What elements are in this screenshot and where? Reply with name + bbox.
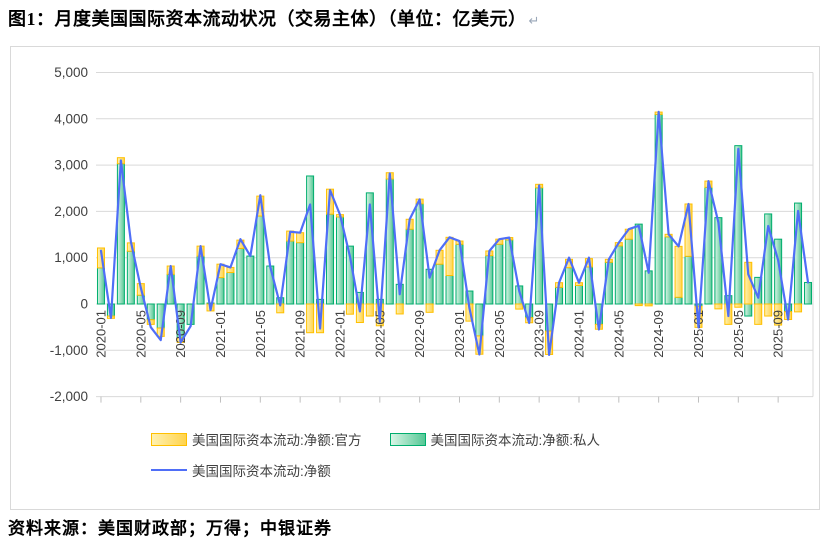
- svg-text:2024-09: 2024-09: [651, 310, 666, 358]
- chart-plot-area: 5,000 4,000 3,000 2,000 1,000 0 -1,000 -2,000 20…: [50, 65, 814, 404]
- legend-label-official: 美国国际资本流动:净额:官方: [192, 433, 362, 448]
- net-line-swatch-icon: [151, 469, 187, 471]
- net-line: [99, 110, 810, 357]
- svg-text:2022-01: 2022-01: [332, 310, 347, 358]
- svg-text:2021-01: 2021-01: [213, 310, 228, 358]
- bar-private: [216, 277, 225, 305]
- svg-text:2025-01: 2025-01: [691, 310, 706, 358]
- bar-private: [226, 272, 235, 305]
- bar-official: [395, 303, 404, 315]
- bar-official: [515, 303, 524, 310]
- bar-private: [624, 238, 633, 305]
- bar-official: [644, 303, 653, 307]
- svg-text:1,000: 1,000: [54, 250, 88, 265]
- svg-text:2020-05: 2020-05: [133, 310, 148, 358]
- bar-private: [246, 255, 255, 305]
- bar-official: [445, 236, 454, 277]
- bar-private: [296, 242, 305, 305]
- legend-item-net[interactable]: 美国国际资本流动:净额: [151, 460, 331, 480]
- bar-official: [296, 232, 305, 244]
- svg-text:2022-09: 2022-09: [412, 310, 427, 358]
- bar-official: [774, 303, 783, 326]
- bar-private: [435, 263, 444, 305]
- bar-private: [674, 296, 683, 305]
- chart-frame: 5,000 4,000 3,000 2,000 1,000 0 -1,000 -2,000 20…: [10, 46, 820, 510]
- svg-text:3,000: 3,000: [54, 158, 88, 173]
- bar-official: [674, 245, 683, 298]
- bar-private: [236, 247, 245, 305]
- svg-text:2025-05: 2025-05: [731, 310, 746, 358]
- bar-official: [734, 303, 743, 308]
- svg-text:2024-05: 2024-05: [611, 310, 626, 358]
- bar-private: [664, 236, 673, 305]
- bar-official: [306, 303, 315, 334]
- bar-private: [804, 281, 813, 305]
- svg-text:2,000: 2,000: [54, 204, 88, 219]
- bar-private: [335, 216, 344, 305]
- bar-official: [794, 303, 803, 313]
- legend-label-private: 美国国际资本流动:净额:私人: [430, 433, 601, 448]
- bar-private: [644, 270, 653, 305]
- gridlines: [96, 72, 814, 398]
- svg-text:0: 0: [80, 297, 88, 312]
- legend-label-net: 美国国际资本流动:净额: [192, 464, 331, 479]
- svg-text:2023-01: 2023-01: [452, 310, 467, 358]
- bar-official: [714, 303, 723, 310]
- chart-legend: 美国国际资本流动:净额:官方 美国国际资本流动:净额:私人 美国国际资本流动:净…: [151, 429, 811, 491]
- official-bar-swatch-icon: [151, 432, 187, 446]
- bar-private: [256, 215, 265, 305]
- bar-official: [754, 303, 763, 325]
- legend-item-private[interactable]: 美国国际资本流动:净额:私人: [389, 429, 601, 449]
- svg-text:5,000: 5,000: [54, 65, 88, 80]
- bar-private: [574, 284, 583, 305]
- svg-text:2023-09: 2023-09: [532, 310, 547, 358]
- paragraph-mark: ↵: [528, 13, 540, 28]
- bar-official: [365, 303, 374, 317]
- bar-private: [495, 243, 504, 305]
- bar-private: [744, 303, 753, 317]
- svg-text:-1,000: -1,000: [50, 343, 88, 358]
- bar-private: [266, 265, 275, 305]
- svg-text:-2,000: -2,000: [50, 389, 88, 404]
- legend-item-official[interactable]: 美国国际资本流动:净额:官方: [151, 429, 362, 449]
- legend-row-1: 美国国际资本流动:净额:官方 美国国际资本流动:净额:私人: [151, 429, 811, 449]
- bar-private: [445, 275, 454, 305]
- svg-text:2022-05: 2022-05: [372, 310, 387, 358]
- chart-title-text: 图1：月度美国国际资本流动状况（交易主体）（单位：亿美元）: [8, 9, 527, 29]
- bar-private: [126, 250, 135, 305]
- svg-text:2020-01: 2020-01: [93, 310, 108, 358]
- svg-text:2024-01: 2024-01: [571, 310, 586, 358]
- svg-text:4,000: 4,000: [54, 111, 88, 126]
- bar-private: [565, 267, 574, 305]
- bar-official: [425, 303, 434, 313]
- bar-private: [684, 255, 693, 305]
- svg-text:2025-09: 2025-09: [771, 310, 786, 358]
- source-note: 资料来源：美国财政部；万得；中银证券: [8, 519, 332, 538]
- chart-title: 图1：月度美国国际资本流动状况（交易主体）（单位：亿美元） ↵: [8, 5, 820, 31]
- bar-official: [764, 303, 773, 317]
- svg-text:2021-05: 2021-05: [253, 310, 268, 358]
- svg-text:2021-09: 2021-09: [293, 310, 308, 358]
- x-axis-labels: 2020-01 2020-05 2020-09 2021-01 2021-05 2021-…: [93, 310, 786, 403]
- y-axis-labels: 5,000 4,000 3,000 2,000 1,000 0 -1,000 -2,000: [50, 65, 88, 404]
- legend-row-2: 美国国际资本流动:净额: [151, 460, 811, 480]
- bar-official: [634, 303, 643, 307]
- bar-private: [614, 245, 623, 305]
- svg-text:2023-05: 2023-05: [492, 310, 507, 358]
- private-bar-swatch-icon: [389, 432, 426, 446]
- bar-official: [345, 303, 354, 315]
